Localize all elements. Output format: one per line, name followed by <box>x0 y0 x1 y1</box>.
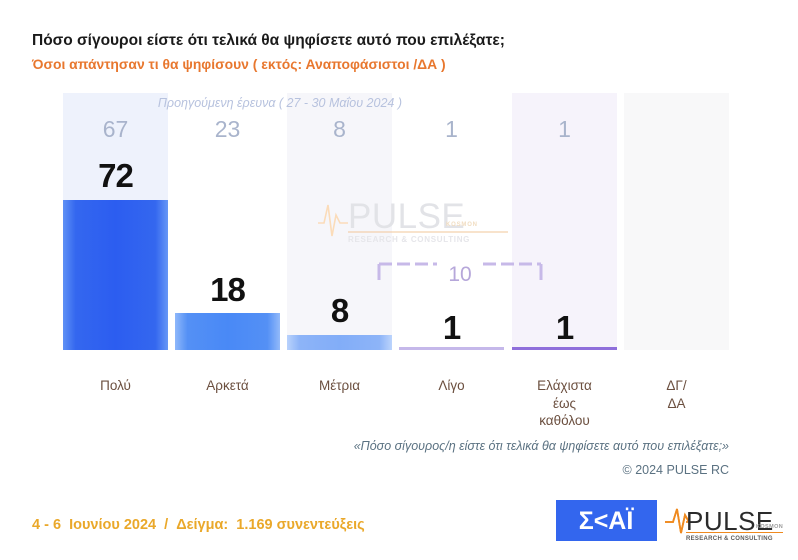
svg-text:PULSE: PULSE <box>348 197 465 236</box>
svg-text:KOSMON: KOSMON <box>756 524 783 530</box>
svg-text:Σ<ΑΪ: Σ<ΑΪ <box>579 507 635 535</box>
svg-text:RESEARCH & CONSULTING: RESEARCH & CONSULTING <box>686 536 773 542</box>
svg-text:PULSE: PULSE <box>686 506 774 536</box>
svg-text:10: 10 <box>448 263 471 286</box>
svg-text:RESEARCH & CONSULTING: RESEARCH & CONSULTING <box>348 235 470 244</box>
svg-text:KOSMON: KOSMON <box>446 222 478 228</box>
